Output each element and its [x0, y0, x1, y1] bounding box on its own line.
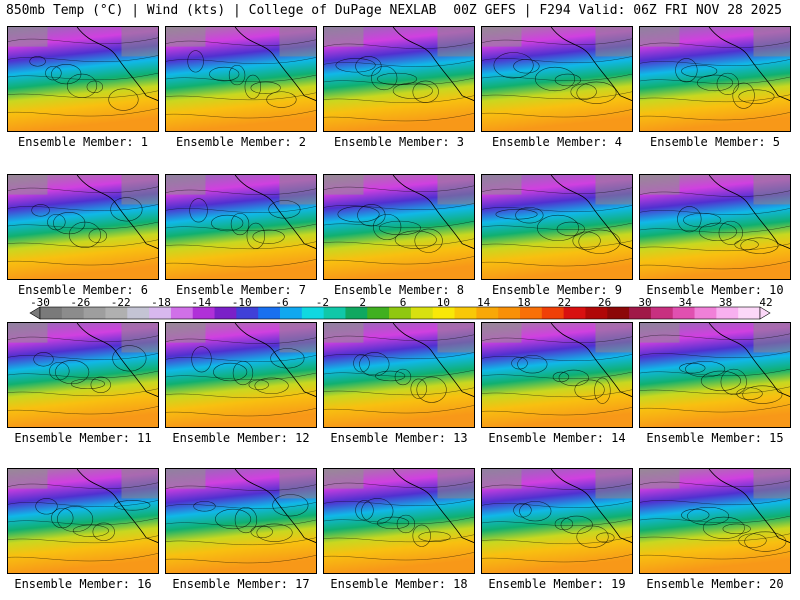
ensemble-panel-2 — [165, 26, 317, 132]
colorbar-swatch — [323, 307, 346, 319]
ensemble-label-12: Ensemble Member: 12 — [172, 431, 310, 445]
title-left: 850mb Temp (°C) | Wind (kts) | College o… — [6, 3, 437, 18]
ensemble-panel-11 — [7, 322, 159, 428]
colorbar-swatch — [716, 307, 739, 319]
colorbar-swatch — [585, 307, 608, 319]
colorbar-tick-label: 42 — [759, 296, 773, 309]
ensemble-panel-12 — [165, 322, 317, 428]
ensemble-panel-6 — [7, 174, 159, 280]
ensemble-label-9: Ensemble Member: 9 — [491, 283, 623, 297]
ensemble-panel-4 — [481, 26, 633, 132]
colorbar-swatch — [192, 307, 216, 319]
colorbar-swatch — [607, 307, 630, 319]
ensemble-label-20: Ensemble Member: 20 — [646, 577, 784, 591]
ensemble-panel-7 — [165, 174, 317, 280]
colorbar-swatch — [280, 307, 303, 319]
colorbar-tick-label: -26 — [70, 296, 91, 309]
colorbar-swatch — [694, 307, 717, 319]
ensemble-panel-13 — [323, 322, 475, 428]
colorbar-swatch — [258, 307, 281, 319]
ensemble-panel-17 — [165, 468, 317, 574]
ensemble-panel-19 — [481, 468, 633, 574]
ensemble-label-4: Ensemble Member: 4 — [491, 135, 623, 149]
ensemble-panel-18 — [323, 468, 475, 574]
colorbar-swatch — [520, 307, 543, 319]
ensemble-panel-5 — [639, 26, 791, 132]
colorbar-swatch — [541, 307, 565, 319]
ensemble-label-18: Ensemble Member: 18 — [330, 577, 468, 591]
ensemble-label-1: Ensemble Member: 1 — [17, 135, 149, 149]
ensemble-label-13: Ensemble Member: 13 — [330, 431, 468, 445]
ensemble-panel-8 — [323, 174, 475, 280]
ensemble-label-3: Ensemble Member: 3 — [333, 135, 465, 149]
colorbar-tick-label: 6 — [399, 296, 407, 309]
colorbar-swatch — [236, 307, 259, 319]
ensemble-label-19: Ensemble Member: 19 — [488, 577, 626, 591]
ensemble-label-7: Ensemble Member: 7 — [175, 283, 307, 297]
colorbar-swatch — [127, 307, 150, 319]
colorbar-swatch — [345, 307, 368, 319]
colorbar-tick-label: -2 — [315, 296, 329, 309]
colorbar-tick-label: 14 — [477, 296, 491, 309]
colorbar-tick-label: 18 — [517, 296, 531, 309]
ensemble-label-15: Ensemble Member: 15 — [646, 431, 784, 445]
colorbar-swatch — [367, 307, 390, 319]
ensemble-label-10: Ensemble Member: 10 — [646, 283, 784, 297]
colorbar-right-arrow — [759, 306, 771, 320]
colorbar-swatch — [650, 307, 674, 319]
colorbar-swatch — [105, 307, 128, 319]
colorbar-swatch — [410, 307, 434, 319]
ensemble-panel-3 — [323, 26, 475, 132]
ensemble-panel-1 — [7, 26, 159, 132]
ensemble-label-11: Ensemble Member: 11 — [14, 431, 152, 445]
colorbar-tick-label: 2 — [359, 296, 366, 309]
colorbar-swatch — [389, 307, 412, 319]
colorbar-tick-label: -6 — [275, 296, 289, 309]
ensemble-panel-15 — [639, 322, 791, 428]
colorbar-tick-label: 10 — [436, 296, 450, 309]
colorbar-swatch — [83, 307, 106, 319]
colorbar-swatch — [61, 307, 85, 319]
ensemble-panel-10 — [639, 174, 791, 280]
colorbar — [29, 306, 771, 320]
colorbar-swatch — [214, 307, 237, 319]
ensemble-label-17: Ensemble Member: 17 — [172, 577, 310, 591]
colorbar-swatch — [498, 307, 521, 319]
colorbar-swatch — [476, 307, 499, 319]
title-right: 00Z GEFS | F294 Valid: 06Z FRI NOV 28 20… — [453, 3, 782, 18]
colorbar-tick-label: 34 — [678, 296, 692, 309]
colorbar-swatch — [563, 307, 586, 319]
ensemble-label-2: Ensemble Member: 2 — [175, 135, 307, 149]
ensemble-panel-16 — [7, 468, 159, 574]
colorbar-swatch — [629, 307, 652, 319]
colorbar-tick-label: 22 — [557, 296, 571, 309]
colorbar-swatch — [40, 307, 63, 319]
colorbar-tick-label: -22 — [110, 296, 131, 309]
ensemble-panel-20 — [639, 468, 791, 574]
colorbar-tick-label: -18 — [151, 296, 171, 309]
ensemble-label-6: Ensemble Member: 6 — [17, 283, 149, 297]
colorbar-tick-label: -14 — [191, 296, 212, 309]
colorbar-swatch — [432, 307, 456, 319]
colorbar-tick-label: 38 — [719, 296, 733, 309]
ensemble-label-14: Ensemble Member: 14 — [488, 431, 626, 445]
colorbar-tick-label: 26 — [598, 296, 612, 309]
ensemble-label-5: Ensemble Member: 5 — [649, 135, 781, 149]
colorbar-swatch — [672, 307, 696, 319]
colorbar-tick-label: -30 — [30, 296, 50, 309]
colorbar-swatch — [149, 307, 172, 319]
colorbar-swatch — [738, 307, 761, 319]
colorbar-tick-label: -10 — [231, 296, 252, 309]
ensemble-label-8: Ensemble Member: 8 — [333, 283, 465, 297]
colorbar-swatch — [170, 307, 194, 319]
colorbar-swatch — [454, 307, 477, 319]
ensemble-panel-9 — [481, 174, 633, 280]
colorbar-swatch — [301, 307, 325, 319]
ensemble-panel-14 — [481, 322, 633, 428]
colorbar-tick-label: 30 — [638, 296, 652, 309]
ensemble-label-16: Ensemble Member: 16 — [14, 577, 152, 591]
